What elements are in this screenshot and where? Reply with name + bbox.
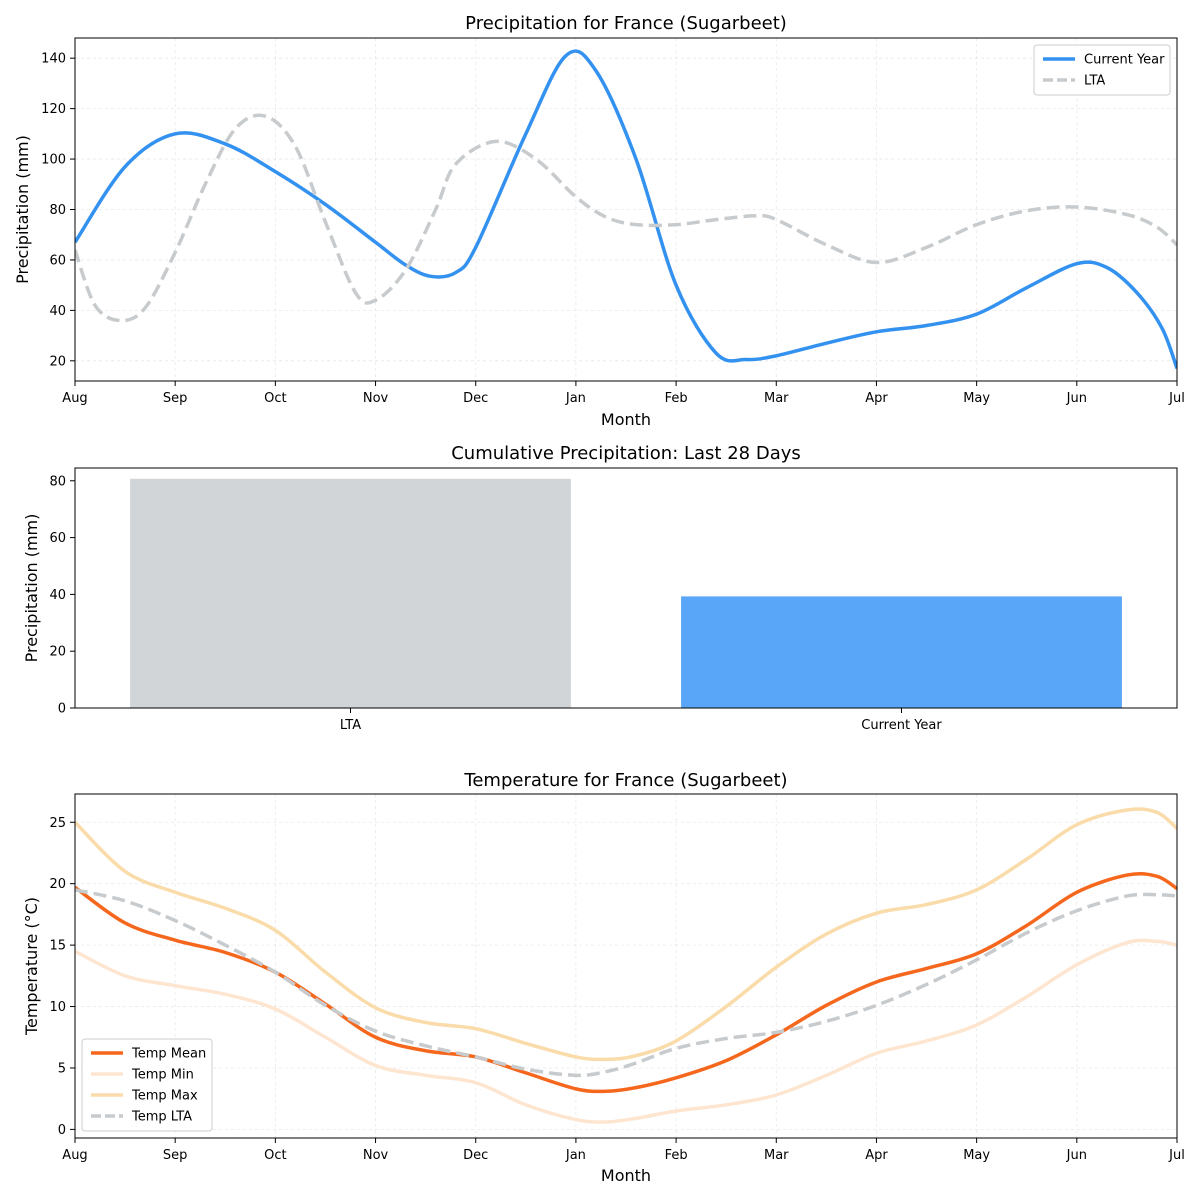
y-tick-label: 10 (49, 1000, 66, 1015)
y-tick-label: 40 (49, 588, 66, 603)
x-tick-label: Dec (463, 1148, 488, 1163)
x-tick-label: Nov (363, 391, 389, 406)
series-line-lta (75, 113, 1177, 323)
series-line-current-year (75, 49, 1177, 369)
y-tick-label: 40 (49, 304, 66, 319)
x-tick-label: Apr (865, 1148, 888, 1163)
x-tick-label: May (963, 1148, 990, 1163)
bar-lta (130, 478, 571, 708)
x-tick-label: Oct (264, 1148, 286, 1163)
x-tick-label: Aug (62, 391, 87, 406)
legend: Temp Mean Temp Min Temp Max Temp LTA (81, 1038, 213, 1132)
x-tick-label: Sep (163, 391, 188, 406)
x-tick-label: Aug (62, 1148, 87, 1163)
plot-frame (74, 37, 1178, 382)
y-tick-label: 100 (41, 153, 66, 168)
x-tick-label: May (963, 391, 990, 406)
chart-title: Temperature for France (Sugarbeet) (463, 770, 787, 791)
x-tick-label: LTA (340, 718, 361, 733)
x-tick-label: Jul (1168, 1148, 1185, 1163)
series-line-temp-min (75, 938, 1177, 1124)
x-tick-label: Feb (665, 1148, 688, 1163)
y-tick-label: 140 (41, 52, 66, 67)
y-tick-label: 20 (49, 354, 66, 369)
y-tick-label: 80 (49, 203, 66, 218)
y-tick-label: 20 (49, 645, 66, 660)
y-tick-label: 0 (58, 1123, 66, 1138)
x-tick-label: Jan (565, 391, 586, 406)
y-axis-label: Precipitation (mm) (22, 514, 41, 663)
series-line-temp-max (75, 807, 1177, 1062)
x-tick-label: Mar (764, 391, 789, 406)
legend-label: Temp LTA (131, 1110, 192, 1125)
chart-panel-1: Precipitation for France (Sugarbeet) Aug S… (13, 13, 1185, 429)
chart-panel-2: Cumulative Precipitation: Last 28 Days LT… (22, 443, 1178, 733)
bar-current-year (681, 596, 1122, 708)
x-axis-label: Month (601, 1166, 651, 1185)
legend-label: Temp Max (131, 1089, 198, 1104)
y-tick-label: 0 (58, 702, 66, 717)
x-tick-label: Apr (865, 391, 888, 406)
x-tick-label: Jan (565, 1148, 586, 1163)
y-axis-label: Precipitation (mm) (13, 135, 32, 284)
y-axis-label: Temperature (°C) (22, 897, 41, 1036)
y-tick-label: 80 (49, 474, 66, 489)
legend-label: Temp Min (131, 1068, 194, 1083)
legend-box (81, 1038, 213, 1132)
x-tick-label: Current Year (861, 718, 942, 733)
legend-label: LTA (1084, 74, 1105, 89)
plot-frame (74, 793, 1178, 1139)
legend-label: Temp Mean (131, 1047, 206, 1062)
x-tick-label: Jul (1168, 391, 1185, 406)
y-tick-label: 60 (49, 253, 66, 268)
y-tick-label: 120 (41, 102, 66, 117)
x-tick-label: Jun (1066, 1148, 1087, 1163)
x-tick-label: Feb (665, 391, 688, 406)
x-tick-label: Oct (264, 391, 286, 406)
chart-panel-3: Temperature for France (Sugarbeet) Aug Sep… (22, 770, 1185, 1185)
series-line-temp-lta (75, 888, 1177, 1078)
chart-title: Cumulative Precipitation: Last 28 Days (451, 443, 801, 464)
y-tick-label: 20 (49, 877, 66, 892)
chart-title: Precipitation for France (Sugarbeet) (465, 13, 787, 34)
y-tick-label: 5 (58, 1061, 66, 1076)
x-tick-label: Mar (764, 1148, 789, 1163)
y-tick-label: 15 (49, 939, 66, 954)
plot-frame (74, 467, 1178, 709)
x-tick-label: Nov (363, 1148, 389, 1163)
legend-label: Current Year (1084, 53, 1165, 68)
y-tick-label: 60 (49, 531, 66, 546)
y-tick-label: 25 (49, 816, 66, 831)
legend: Current Year LTA (1033, 44, 1171, 96)
x-tick-label: Dec (463, 391, 488, 406)
x-axis-label: Month (601, 410, 651, 429)
x-tick-label: Sep (163, 1148, 188, 1163)
x-tick-label: Jun (1066, 391, 1087, 406)
